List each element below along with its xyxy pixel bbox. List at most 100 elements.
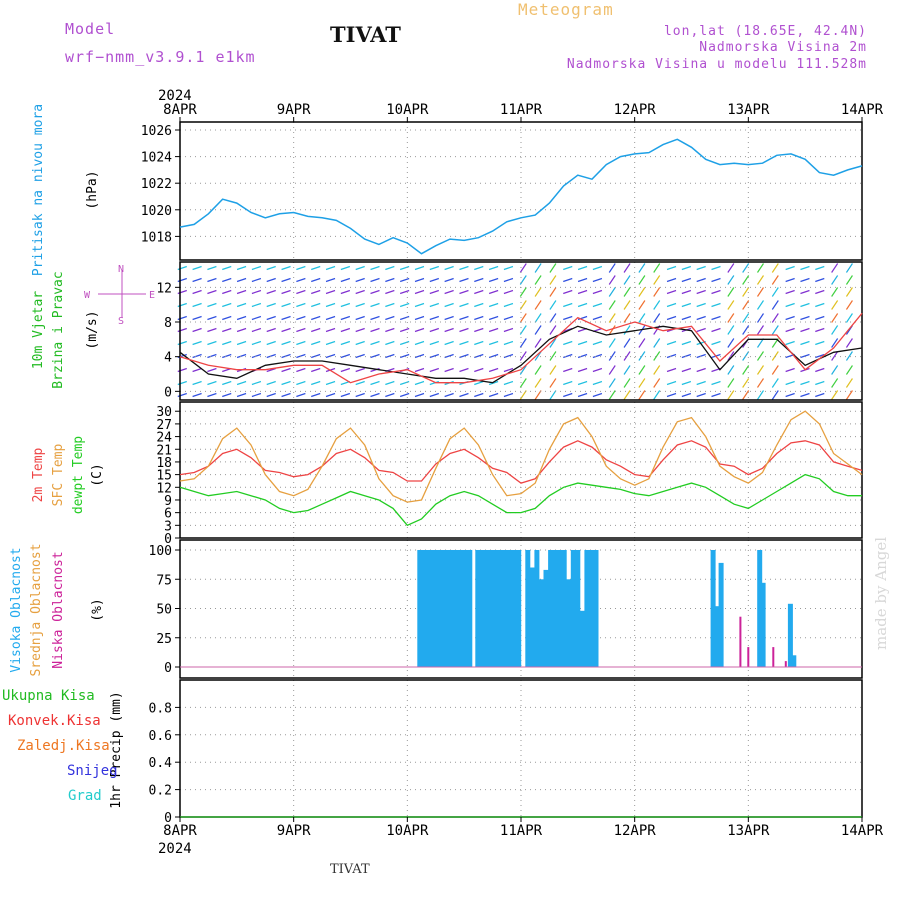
wind-barb-mark bbox=[459, 265, 469, 271]
wind-barb-mark bbox=[742, 325, 750, 335]
wind-barb-mark bbox=[207, 277, 217, 283]
wind-barb-mark bbox=[488, 277, 499, 283]
wind-barb-mark bbox=[266, 289, 276, 295]
pressure-line bbox=[179, 138, 863, 255]
wind-barb-mark bbox=[459, 289, 469, 295]
wind-barb-mark bbox=[385, 277, 395, 283]
wind-barb-mark bbox=[815, 340, 825, 346]
wind-speed-line-2 bbox=[179, 312, 863, 384]
wind-barb-mark bbox=[666, 380, 677, 386]
wind-barb-mark bbox=[414, 353, 425, 359]
high-cloud-bar bbox=[566, 579, 572, 668]
wind-barb-mark bbox=[623, 275, 631, 285]
wind-barb-mark bbox=[236, 289, 247, 295]
high-cloud-bar bbox=[462, 550, 468, 667]
temp-side-label-3: dewpt Temp bbox=[71, 436, 86, 514]
y-tick-label: 0.4 bbox=[149, 756, 173, 771]
wind-barb-mark bbox=[592, 302, 603, 308]
wind-barb-mark bbox=[800, 353, 810, 359]
coords-label: lon,lat (18.65E, 42.4N) bbox=[663, 24, 867, 39]
wind-barb-mark bbox=[549, 338, 557, 348]
wind-barb-mark bbox=[653, 313, 661, 323]
precip-legend-item: Konvek.Kisa bbox=[8, 713, 101, 729]
wind-barb-mark bbox=[592, 353, 603, 359]
wind-barb-mark bbox=[653, 365, 661, 375]
wind-barb-mark bbox=[577, 340, 588, 346]
wind-barb-mark bbox=[236, 380, 247, 386]
wind-barb-mark bbox=[831, 263, 839, 273]
wind-barb-mark bbox=[638, 275, 646, 285]
year-label-top: 2024 bbox=[158, 88, 192, 104]
wind-barb-mark bbox=[711, 265, 721, 271]
wind-barb-mark bbox=[296, 327, 306, 333]
x-tick-label-bottom: 10APR bbox=[386, 823, 429, 839]
wind-barb-mark bbox=[666, 289, 677, 295]
wind-barb-mark bbox=[207, 315, 217, 321]
wind-barb-mark bbox=[563, 302, 573, 308]
wind-barb-mark bbox=[742, 390, 750, 400]
wind-barb-mark bbox=[756, 338, 764, 348]
x-tick-label-top: 12APR bbox=[614, 102, 657, 118]
wind-barb-mark bbox=[503, 327, 514, 333]
wind-barb-mark bbox=[549, 275, 557, 285]
high-cloud-bar bbox=[760, 582, 766, 667]
high-cloud-bar bbox=[548, 550, 554, 667]
wind-barb-mark bbox=[266, 315, 276, 321]
wind-barb-mark bbox=[503, 340, 514, 346]
wind-barb-mark bbox=[385, 340, 395, 346]
credit-label: made by Angel bbox=[872, 536, 890, 650]
wind-barb-mark bbox=[785, 367, 795, 373]
cloud-side-label-1: Visoka Oblacnost bbox=[9, 547, 24, 672]
wind-barb-mark bbox=[192, 367, 202, 373]
wind-barb-mark bbox=[800, 302, 810, 308]
wind-barb-mark bbox=[355, 380, 365, 386]
wind-barb-mark bbox=[608, 390, 616, 400]
wind-barb-mark bbox=[399, 302, 410, 308]
wind-barb-mark bbox=[519, 338, 527, 348]
wind-barb-mark bbox=[534, 365, 542, 375]
wind-barb-mark bbox=[563, 353, 573, 359]
wind-barb-mark bbox=[727, 287, 735, 297]
wind-barb-mark bbox=[681, 265, 692, 271]
wind-barb-mark bbox=[608, 325, 616, 335]
wind-barb-mark bbox=[742, 378, 750, 388]
cloud-unit-label: (%) bbox=[90, 598, 105, 621]
y-tick-label: 1022 bbox=[141, 177, 172, 192]
wind-barb-mark bbox=[563, 289, 573, 295]
wind-barb-mark bbox=[340, 353, 351, 359]
wind-barb-mark bbox=[311, 353, 321, 359]
wind-barb-mark bbox=[831, 313, 839, 323]
wind-barb-mark bbox=[549, 365, 557, 375]
wind-barb-mark bbox=[831, 338, 839, 348]
high-cloud-bar bbox=[421, 550, 427, 667]
high-cloud-bar bbox=[507, 550, 513, 667]
wind-barb-mark bbox=[592, 289, 603, 295]
wind-barb-mark bbox=[608, 338, 616, 348]
wind-barb-mark bbox=[815, 380, 825, 386]
wind-barb-mark bbox=[429, 315, 440, 321]
wind-barb-mark bbox=[207, 302, 217, 308]
wind-barb-mark bbox=[638, 378, 646, 388]
high-cloud-bar bbox=[449, 550, 455, 667]
high-cloud-bar bbox=[552, 550, 558, 667]
wind-barb-mark bbox=[845, 378, 853, 388]
wind-barb-mark bbox=[488, 367, 499, 373]
wind-barb-mark bbox=[355, 340, 365, 346]
wind-barb-mark bbox=[771, 390, 779, 400]
wind-barb-mark bbox=[577, 302, 588, 308]
model-label: Model bbox=[65, 20, 116, 38]
wind-barb-mark bbox=[503, 277, 514, 283]
wind-barb-mark bbox=[727, 378, 735, 388]
y-tick-label: 15 bbox=[156, 469, 172, 484]
wind-barb-mark bbox=[623, 263, 631, 273]
wind-barb-mark bbox=[385, 327, 395, 333]
wind-barb-mark bbox=[370, 302, 380, 308]
wind-barb-mark bbox=[815, 277, 825, 283]
y-tick-label: 75 bbox=[156, 573, 172, 588]
wind-barb-mark bbox=[666, 353, 677, 359]
wind-barb-mark bbox=[474, 380, 484, 386]
y-tick-label: 6 bbox=[164, 507, 172, 522]
wind-barb-mark bbox=[429, 277, 440, 283]
wind-barb-mark bbox=[429, 392, 440, 398]
low-cloud-bar bbox=[747, 647, 750, 667]
